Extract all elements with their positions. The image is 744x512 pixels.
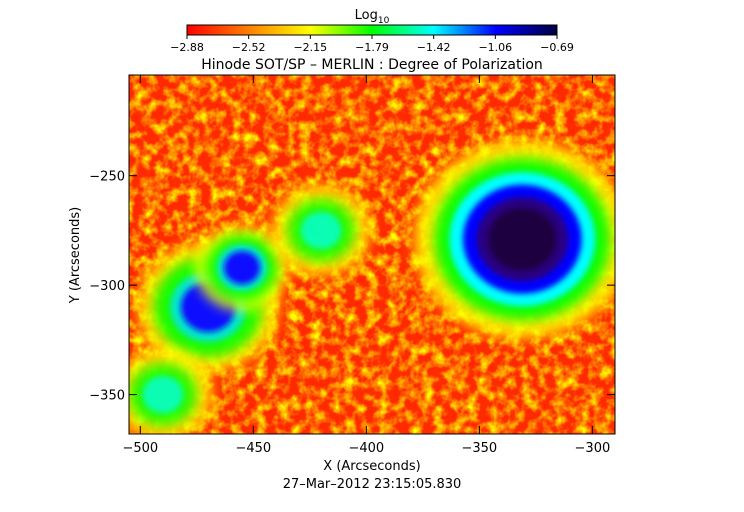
y-axis-label: Y (Arcseconds) [68,207,83,304]
colorbar-gradient [187,25,557,35]
colorbar-label: Log10 [355,8,390,26]
feature-network [271,185,370,277]
x-tick-label: −450 [235,441,271,456]
y-tick-label: −250 [89,170,125,185]
colorbar: Log10 −2.88 −2.52 −2.15 −1.79 −1.42 −1.06 −0.6… [170,8,574,54]
timestamp: 27–Mar–2012 23:15:05.830 [283,477,462,492]
feature-ring [301,212,342,249]
feature-ring [143,376,184,413]
colorbar-tick-label: −2.88 [170,41,204,54]
feature-ring [488,208,556,270]
colorbar-tick-label: −2.15 [293,41,327,54]
x-axis-label: X (Arcseconds) [323,459,420,474]
x-tick-label: −350 [462,441,498,456]
colorbar-tick-label: −0.69 [540,41,574,54]
feature-sunspot-umbra [414,139,631,339]
heatmap-image [113,75,631,440]
colorbar-tick-label: −1.06 [478,41,512,54]
colorbar-tick-label: −1.79 [355,41,389,54]
feature-network [113,349,212,441]
x-tick-label: −300 [575,441,611,456]
colorbar-tick-label: −2.52 [232,41,266,54]
x-tick-label: −400 [348,441,384,456]
chart-title: Hinode SOT/SP – MERLIN : Degree of Polar… [201,57,543,73]
colorbar-ticks: −2.88 −2.52 −2.15 −1.79 −1.42 −1.06 −0.69 [170,35,574,54]
x-tick-label: −500 [122,441,158,456]
y-tick-label: −350 [89,389,125,404]
y-tick-label: −300 [89,279,125,294]
colorbar-tick-label: −1.42 [417,41,451,54]
feature-ring [224,251,260,284]
